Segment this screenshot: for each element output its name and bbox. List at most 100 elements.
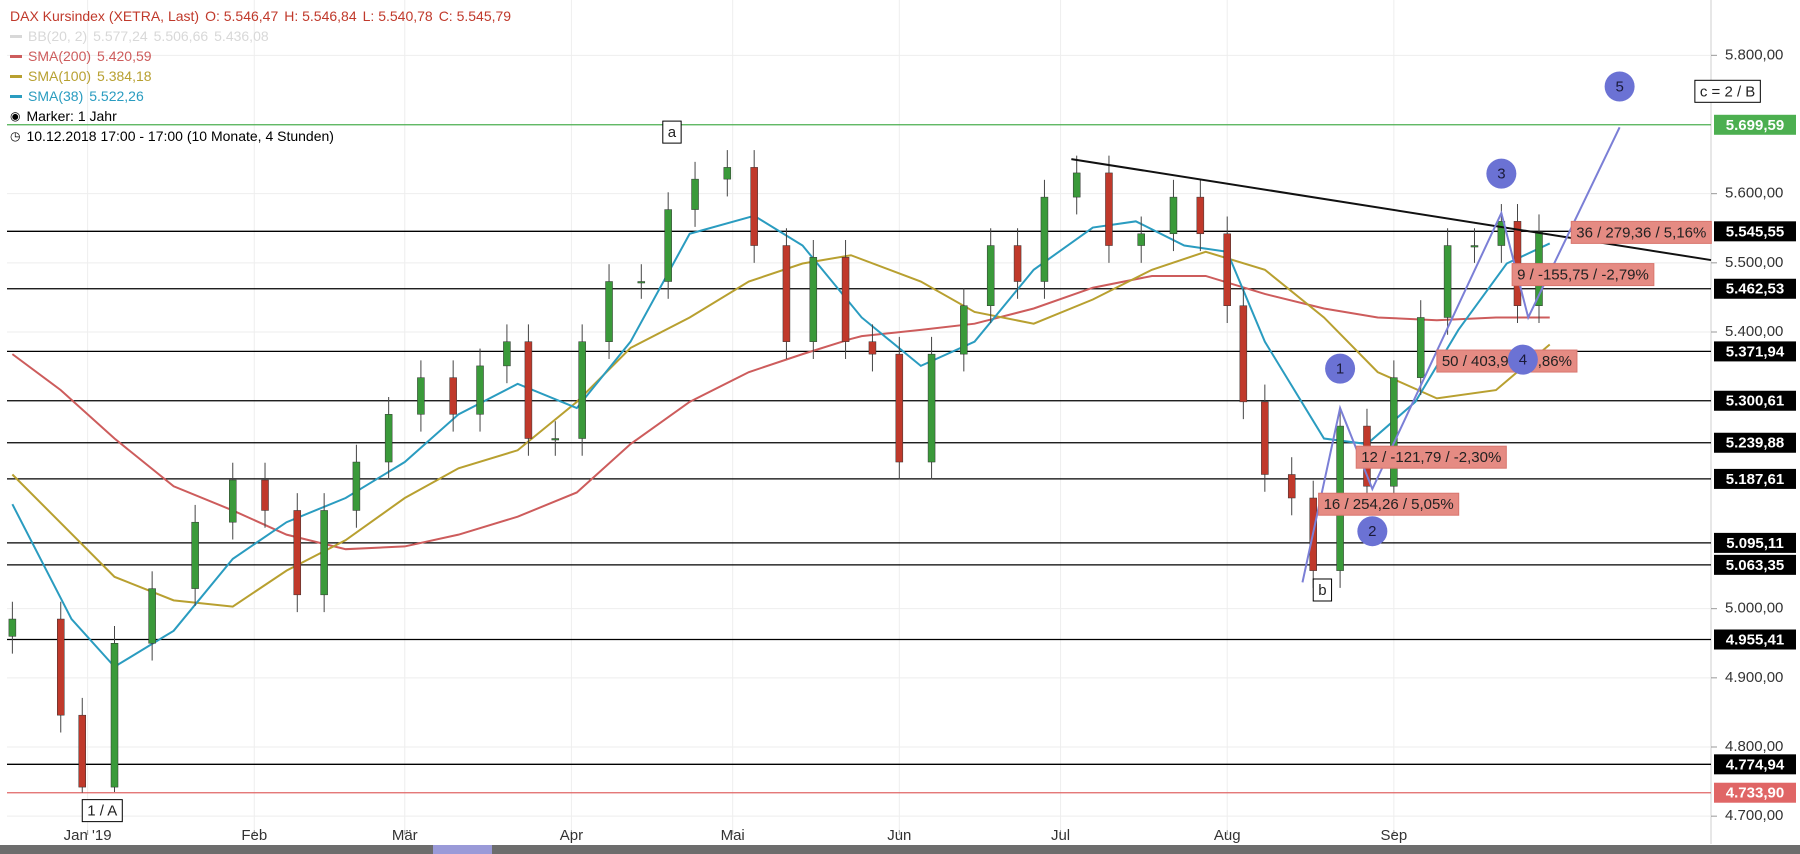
- marker-icon: ◉: [10, 109, 21, 123]
- indicator-line: [11, 250, 1551, 608]
- candle-body: [551, 438, 560, 441]
- result-box: [1511, 263, 1655, 287]
- bb-value: 5.506,66: [153, 28, 209, 44]
- wave-circle: [1357, 516, 1388, 547]
- candle-body: [229, 479, 237, 523]
- candle-body: [1137, 233, 1145, 246]
- candle-body: [1239, 305, 1248, 403]
- candle-body: [78, 714, 87, 788]
- candle-body: [261, 479, 269, 511]
- candle-body: [868, 341, 877, 355]
- x-tick-label: Jun: [887, 827, 911, 844]
- ohlc-value: L: 5.540,78: [362, 8, 433, 24]
- level-text: 4.955,41: [1726, 631, 1784, 648]
- level-text: 5.371,94: [1726, 343, 1785, 360]
- indicator-line: [11, 214, 1551, 669]
- legend-value: 5.420,59: [97, 48, 152, 64]
- level-label: 5.063,35: [1714, 554, 1796, 575]
- legend-title: DAX Kursindex (XETRA, Last): [10, 8, 200, 24]
- legend-swatch: [10, 54, 22, 58]
- annotation: 9 / -155,75 / -2,79%: [1511, 263, 1655, 287]
- level-box: [1714, 221, 1796, 242]
- annotation: 16 / 254,26 / 5,05%: [1318, 492, 1460, 516]
- clock-icon: ◷: [10, 129, 21, 143]
- candle-body: [1223, 233, 1231, 306]
- annotation: a: [662, 120, 682, 144]
- level-box: [1714, 341, 1796, 362]
- annotation-text: c = 2 / B: [1700, 83, 1755, 100]
- result-box: [1318, 492, 1460, 516]
- period-label: 10.12.2018 17:00 - 17:00 (10 Monate, 4 S…: [26, 128, 334, 144]
- annotation: 1: [1325, 353, 1356, 384]
- annotation: 5: [1604, 71, 1635, 102]
- legend-row: SMA(200) 5.420,59: [10, 46, 517, 66]
- level-text: 4.774,94: [1726, 756, 1785, 773]
- y-tick-label: 4.700,00: [1725, 807, 1783, 824]
- legend-row: ◉ Marker: 1 Jahr: [10, 106, 517, 126]
- level-text: 5.187,61: [1726, 471, 1784, 488]
- ohlc-value: O: 5.546,47: [205, 8, 279, 24]
- bb-value: 5.577,24: [93, 28, 148, 44]
- indicator-line: [11, 274, 1550, 551]
- legend-row: DAX Kursindex (XETRA, Last) O: 5.546,47 H…: [10, 6, 517, 26]
- x-tick-label: Jan '19: [64, 827, 112, 844]
- legend-label: BB(20, 2): [28, 28, 88, 44]
- annotation-text: 16 / 254,26 / 5,05%: [1324, 496, 1454, 513]
- legend-value: 5.522,26: [89, 88, 144, 104]
- candle-body: [148, 588, 156, 644]
- candle-body: [191, 521, 199, 589]
- annotation: 1 / A: [81, 799, 123, 823]
- legend-row: BB(20, 2) 5.577,24 5.506,66 5.436,08: [10, 26, 517, 46]
- level-box: [1714, 432, 1796, 453]
- annotation: 4: [1507, 344, 1538, 375]
- x-tick-label: Sep: [1381, 827, 1408, 844]
- candle-body: [986, 245, 995, 306]
- annotation: b: [1312, 578, 1333, 602]
- candle-body: [895, 353, 904, 463]
- candle-body: [449, 377, 457, 415]
- candle-body: [578, 341, 586, 439]
- level-text: 5.699,59: [1726, 117, 1784, 134]
- level-label: 5.545,55: [1714, 221, 1796, 242]
- scrollbar-thumb[interactable]: [433, 845, 492, 854]
- candle-body: [1497, 221, 1506, 246]
- result-box: [1570, 220, 1712, 244]
- ohlc-value: C: 5.545,79: [438, 8, 512, 24]
- legend-swatch: [10, 74, 22, 78]
- level-label: 5.239,88: [1714, 432, 1796, 453]
- level-text: 5.095,11: [1726, 535, 1784, 552]
- annotation: 2: [1357, 516, 1388, 547]
- candle-body: [1470, 245, 1479, 248]
- level-text: 5.300,61: [1726, 393, 1784, 410]
- level-label: 5.300,61: [1714, 390, 1796, 411]
- level-text: 5.063,35: [1726, 557, 1784, 574]
- level-label: 4.955,41: [1714, 629, 1796, 650]
- candle-body: [605, 281, 613, 342]
- level-box: [1714, 390, 1796, 411]
- annotation-text: 50 / 403,94 / 7,86%: [1442, 353, 1572, 370]
- legend-swatch: [10, 34, 22, 38]
- wave-circle: [1486, 158, 1517, 189]
- level-box: [1714, 629, 1796, 650]
- candle-body: [809, 257, 818, 342]
- wave-label: 2: [1368, 523, 1376, 540]
- level-label: 4.733,90: [1714, 782, 1796, 803]
- candle-body: [1287, 474, 1296, 499]
- annotation-text: 12 / -121,79 / -2,30%: [1361, 449, 1501, 466]
- label-box: [1312, 578, 1333, 602]
- candle-body: [1105, 172, 1113, 246]
- annotation: 3: [1486, 158, 1517, 189]
- level-box: [1714, 554, 1796, 575]
- candle-body: [841, 257, 850, 342]
- y-tick-label: 5.500,00: [1725, 254, 1783, 271]
- annotation: 36 / 279,36 / 5,16%: [1570, 220, 1712, 244]
- ohlc-value: H: 5.546,84: [284, 8, 357, 24]
- candle-body: [1443, 245, 1452, 318]
- legend-row: ◷ 10.12.2018 17:00 - 17:00 (10 Monate, 4 …: [10, 126, 517, 146]
- candle-body: [1390, 377, 1398, 487]
- level-label: 5.371,94: [1714, 341, 1796, 362]
- result-box: [1436, 349, 1578, 373]
- legend-row: SMA(100) 5.384,18: [10, 66, 517, 86]
- annotation: 12 / -121,79 / -2,30%: [1355, 445, 1507, 469]
- legend: DAX Kursindex (XETRA, Last) O: 5.546,47 H…: [10, 6, 517, 146]
